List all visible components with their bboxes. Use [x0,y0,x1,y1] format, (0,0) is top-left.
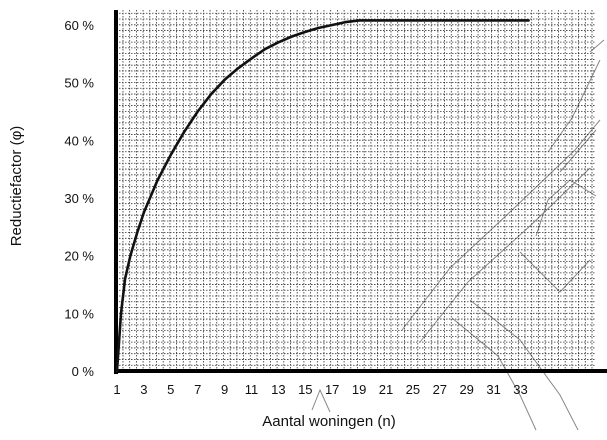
x-tick-label: 25 [406,382,420,397]
y-tick-label: 0 % [72,364,95,379]
x-tick-label: 21 [379,382,393,397]
watermark-stroke [519,251,591,293]
x-tick-label: 19 [352,382,366,397]
watermark-stroke [419,167,591,343]
watermark-stroke [559,129,597,173]
grid [116,10,596,371]
x-tick-label: 27 [433,382,447,397]
watermark-stroke [311,388,331,413]
y-tick-label: 30 % [64,191,94,206]
watermark-stroke [535,179,597,237]
x-tick-label: 15 [298,382,312,397]
watermark-outline [311,39,605,431]
y-tick-label: 40 % [64,133,94,148]
x-tick-label: 1 [113,382,120,397]
x-tick-label: 9 [221,382,228,397]
x-tick-label: 3 [140,382,147,397]
x-tick-label: 17 [325,382,339,397]
x-axis-title: Aantal woningen (n) [262,413,395,430]
tick-labels: 0 %10 %20 %30 %40 %50 %60 %1 3 5 7 9 11 13 15 17… [64,18,527,397]
x-tick-label: 29 [459,382,473,397]
series-line [115,19,530,373]
y-tick-label: 10 % [64,306,94,321]
series [115,19,530,373]
y-tick-label: 50 % [64,76,94,91]
watermark-stroke [469,299,579,431]
x-tick-label: 5 [167,382,174,397]
y-tick-label: 60 % [64,18,94,33]
axes [114,10,607,374]
x-tick-label: 33 [513,382,527,397]
y-axis-title: Reductiefactor (φ) [8,126,25,247]
x-tick-label: 11 [245,382,259,397]
x-tick-label: 31 [486,382,500,397]
watermark-stroke [451,317,537,431]
y-tick-label: 20 % [64,249,94,264]
watermark-stroke [401,119,601,331]
x-tick-label: 7 [194,382,201,397]
x-tick-label: 13 [271,382,285,397]
